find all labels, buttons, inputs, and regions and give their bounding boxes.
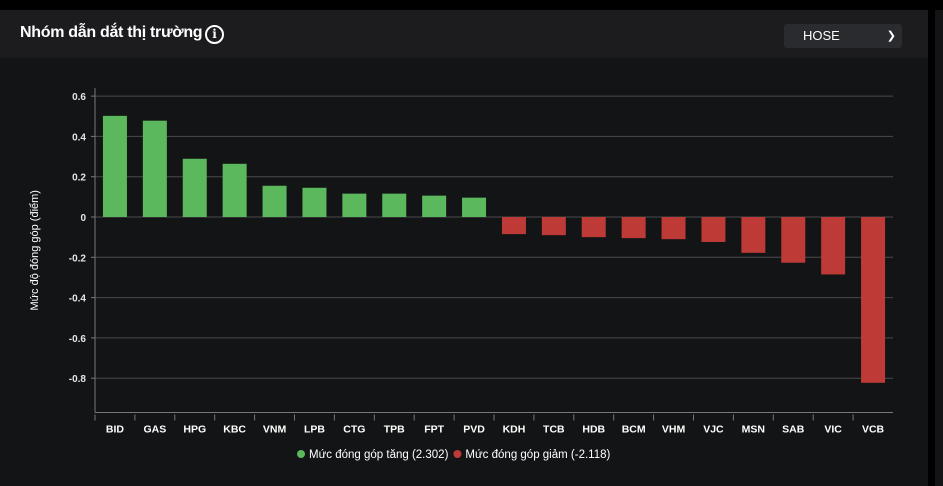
x-tick-label: PVD	[463, 423, 485, 435]
x-tick-label: HDB	[582, 423, 605, 435]
bar-bcm	[621, 217, 646, 239]
market-leaders-panel: Nhóm dẫn dắt thị trường i HOSE ❯	[0, 10, 928, 486]
x-tick-label: KBC	[223, 423, 246, 435]
info-icon[interactable]: i	[205, 25, 224, 44]
x-tick-label: MSN	[742, 423, 765, 435]
y-tick-label: 0.4	[72, 132, 86, 143]
bar-vcb	[861, 217, 886, 383]
bar-vic	[821, 217, 846, 275]
y-tick-label: -0.2	[69, 253, 87, 264]
panel-header: Nhóm dẫn dắt thị trường i HOSE ❯	[0, 10, 928, 58]
x-tick-label: GAS	[143, 423, 166, 435]
legend-marker	[453, 450, 462, 458]
bar-msn	[741, 217, 766, 253]
bar-gas	[142, 120, 167, 217]
bar-sab	[781, 217, 806, 263]
bar-bid	[102, 115, 127, 217]
x-tick-label: CTG	[343, 423, 365, 435]
x-tick-label: KDH	[503, 423, 526, 435]
y-tick-label: -0.6	[69, 334, 87, 345]
legend-item: Mức đóng góp tăng (2.302)	[309, 449, 449, 461]
exchange-select-value: HOSE	[803, 28, 840, 43]
x-tick-label: TPB	[384, 423, 405, 435]
y-axis-label: Mức độ đóng góp (điểm)	[29, 190, 41, 310]
x-tick-label: VIC	[824, 423, 842, 435]
bar-kbc	[222, 163, 247, 217]
chevron-down-icon: ❯	[886, 30, 896, 42]
bar-kdh	[501, 217, 526, 235]
x-tick-label: VHM	[662, 423, 686, 435]
bar-vhm	[661, 217, 686, 240]
x-tick-label: BCM	[622, 423, 646, 435]
bar-hpg	[182, 158, 207, 217]
x-tick-label: HPG	[183, 423, 206, 435]
x-tick-label: TCB	[543, 423, 565, 435]
bar-tpb	[382, 193, 407, 217]
bar-vnm	[262, 185, 287, 217]
bar-fpt	[422, 195, 447, 217]
bar-pvd	[462, 197, 487, 217]
x-tick-label: LPB	[304, 423, 325, 435]
bar-hdb	[581, 217, 606, 238]
x-tick-label: VNM	[263, 423, 287, 435]
legend-item: Mức đóng góp giảm (-2.118)	[465, 449, 610, 461]
x-tick-label: VCB	[862, 423, 885, 435]
bar-vjc	[701, 217, 726, 242]
panel-title: Nhóm dẫn dắt thị trường	[20, 24, 203, 41]
x-tick-label: FPT	[424, 423, 444, 435]
bar-lpb	[302, 187, 327, 217]
x-tick-label: VJC	[703, 423, 724, 435]
bar-tcb	[541, 217, 566, 236]
exchange-select[interactable]: HOSE ❯	[784, 24, 902, 48]
x-tick-label: BID	[106, 423, 125, 435]
bar-ctg	[342, 193, 367, 217]
y-tick-label: 0.2	[72, 173, 86, 184]
y-tick-label: -0.4	[69, 294, 87, 305]
side-strip	[935, 10, 943, 486]
legend-marker	[297, 450, 305, 458]
y-tick-label: -0.8	[69, 374, 87, 385]
y-tick-label: 0	[80, 213, 86, 224]
x-tick-label: SAB	[782, 423, 805, 435]
y-tick-label: 0.6	[72, 92, 86, 103]
